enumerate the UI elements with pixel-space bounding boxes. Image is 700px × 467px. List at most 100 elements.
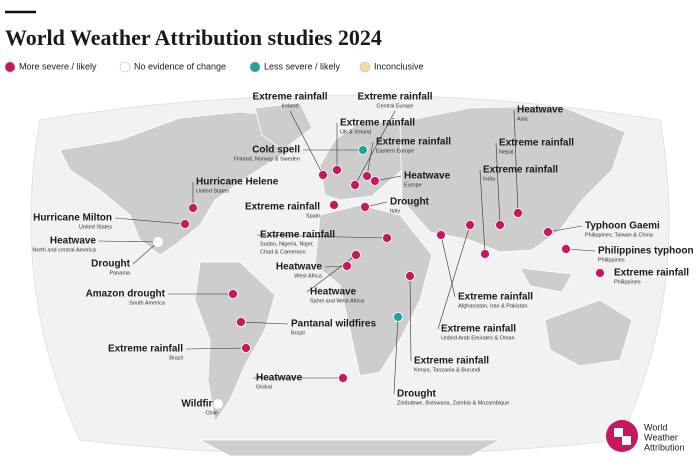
study-dot <box>561 244 571 254</box>
study-subtitle: Global <box>256 384 272 390</box>
leader-line <box>132 241 159 265</box>
study-dot <box>236 317 246 327</box>
study-title: Hurricane Helene <box>196 177 279 188</box>
study-subtitle: Ireland <box>282 103 299 109</box>
study-title: Heatwave <box>517 105 564 116</box>
study-title: Heatwave <box>310 287 357 298</box>
study-title: Pantanal wildfires <box>291 319 376 330</box>
leader-line <box>240 321 289 325</box>
legend-swatch <box>359 61 371 73</box>
leader-line <box>513 109 519 214</box>
study-dot <box>360 202 370 212</box>
study-subtitle: Panama <box>110 270 131 276</box>
study-dot <box>405 271 415 281</box>
study-title: Extreme rainfall <box>499 138 574 149</box>
study-title: Extreme rainfall <box>108 344 183 355</box>
logo-square <box>614 428 623 437</box>
study-dot <box>228 289 238 299</box>
australia <box>544 299 633 367</box>
study-dot <box>318 170 328 180</box>
study-dot <box>188 203 198 213</box>
study-subtitle: South America <box>129 300 166 306</box>
study-subtitle: North and central America <box>32 247 97 253</box>
study-title: Heatwave <box>276 262 323 273</box>
study-dot <box>370 176 380 186</box>
leader-line <box>354 110 396 186</box>
antarctica <box>199 439 501 457</box>
study-subtitle: Sahel and West Africa <box>310 298 365 304</box>
study-subtitle: Afghanistan, Iran & Pakistan <box>458 303 527 309</box>
study-title: Hurricane Milton <box>33 213 112 224</box>
study-subtitle: India <box>483 176 496 182</box>
study-title: Drought <box>397 389 437 400</box>
study-subtitle: Kenya, Tanzania & Burundi <box>414 367 480 373</box>
study-title: Drought <box>91 259 131 270</box>
study-title: Heatwave <box>404 171 451 182</box>
study-subtitle: West Africa <box>294 273 323 279</box>
study-dot <box>465 220 475 230</box>
legend-label: No evidence of change <box>134 61 226 71</box>
leader-line <box>393 316 399 395</box>
study-subtitle: Zimbabwe, Botswana, Zambia & Mozambique <box>397 400 509 406</box>
study-dot <box>362 171 372 181</box>
study-dot <box>480 249 490 259</box>
study-title: Extreme rainfall <box>357 92 432 103</box>
study-subtitle: Finland, Norway & Sweden <box>234 156 300 162</box>
study-title: Extreme rainfall <box>614 268 689 279</box>
logo-text: World <box>644 422 667 432</box>
legend-swatch <box>119 61 131 73</box>
indonesia <box>519 267 573 293</box>
legend-swatch <box>249 61 261 73</box>
leader-line <box>495 142 501 226</box>
leader-line <box>437 224 471 330</box>
leader-line <box>479 169 486 255</box>
leader-line <box>306 254 357 293</box>
study-subtitle: Sudan, Nigeria, Niger, <box>260 241 314 247</box>
study-dots <box>153 145 605 409</box>
study-subtitle: Philippines <box>598 257 625 263</box>
study-dot <box>595 268 605 278</box>
study-subtitle: Asia <box>517 116 529 122</box>
logo: World Weather Attribution <box>606 420 685 452</box>
study-subtitle: Italy <box>390 208 400 214</box>
study-title: Extreme rainfall <box>340 118 415 129</box>
leader-lines <box>98 109 596 395</box>
study-subtitle: UK & Ireland <box>340 129 371 135</box>
study-title: Extreme rainfall <box>414 356 489 367</box>
leader-line <box>289 110 324 176</box>
title: World Weather Attribution studies 2024 <box>5 25 382 50</box>
study-dot <box>543 227 553 237</box>
logo-text: Weather <box>644 432 678 442</box>
greenland <box>254 102 313 151</box>
study-subtitle: United States <box>196 188 229 194</box>
leader-line <box>98 240 159 243</box>
legend-swatch <box>4 61 16 73</box>
leader-line <box>366 141 374 177</box>
legend-label: Less severe / likely <box>264 61 341 71</box>
study-dot <box>180 219 190 229</box>
leader-line <box>547 225 583 233</box>
study-title: Philippines typhoon <box>598 246 694 257</box>
study-dot <box>393 312 403 322</box>
map <box>30 94 670 457</box>
study-dot <box>342 261 352 271</box>
leader-line <box>185 347 247 350</box>
study-title: Extreme rainfall <box>245 202 320 213</box>
study-title: Extreme rainfall <box>376 137 451 148</box>
leader-line <box>114 217 186 225</box>
study-title: Amazon drought <box>86 289 166 300</box>
south-america <box>194 261 276 424</box>
study-subtitle: Europe <box>404 182 422 188</box>
study-title: Extreme rainfall <box>252 92 327 103</box>
study-subtitle: Spain <box>306 213 320 219</box>
study-subtitle: Nepal <box>499 149 513 155</box>
study-title: Drought <box>390 197 430 208</box>
study-subtitle: Brazil <box>291 330 305 336</box>
logo-square <box>622 436 631 445</box>
study-subtitle: Central Europe <box>377 103 414 109</box>
study-title: Extreme rainfall <box>441 324 516 335</box>
study-dot <box>358 145 368 155</box>
legend-label: Inconclusive <box>374 61 424 71</box>
study-title: Extreme rainfall <box>458 292 533 303</box>
study-subtitle: Chad & Cameroon <box>260 249 306 255</box>
